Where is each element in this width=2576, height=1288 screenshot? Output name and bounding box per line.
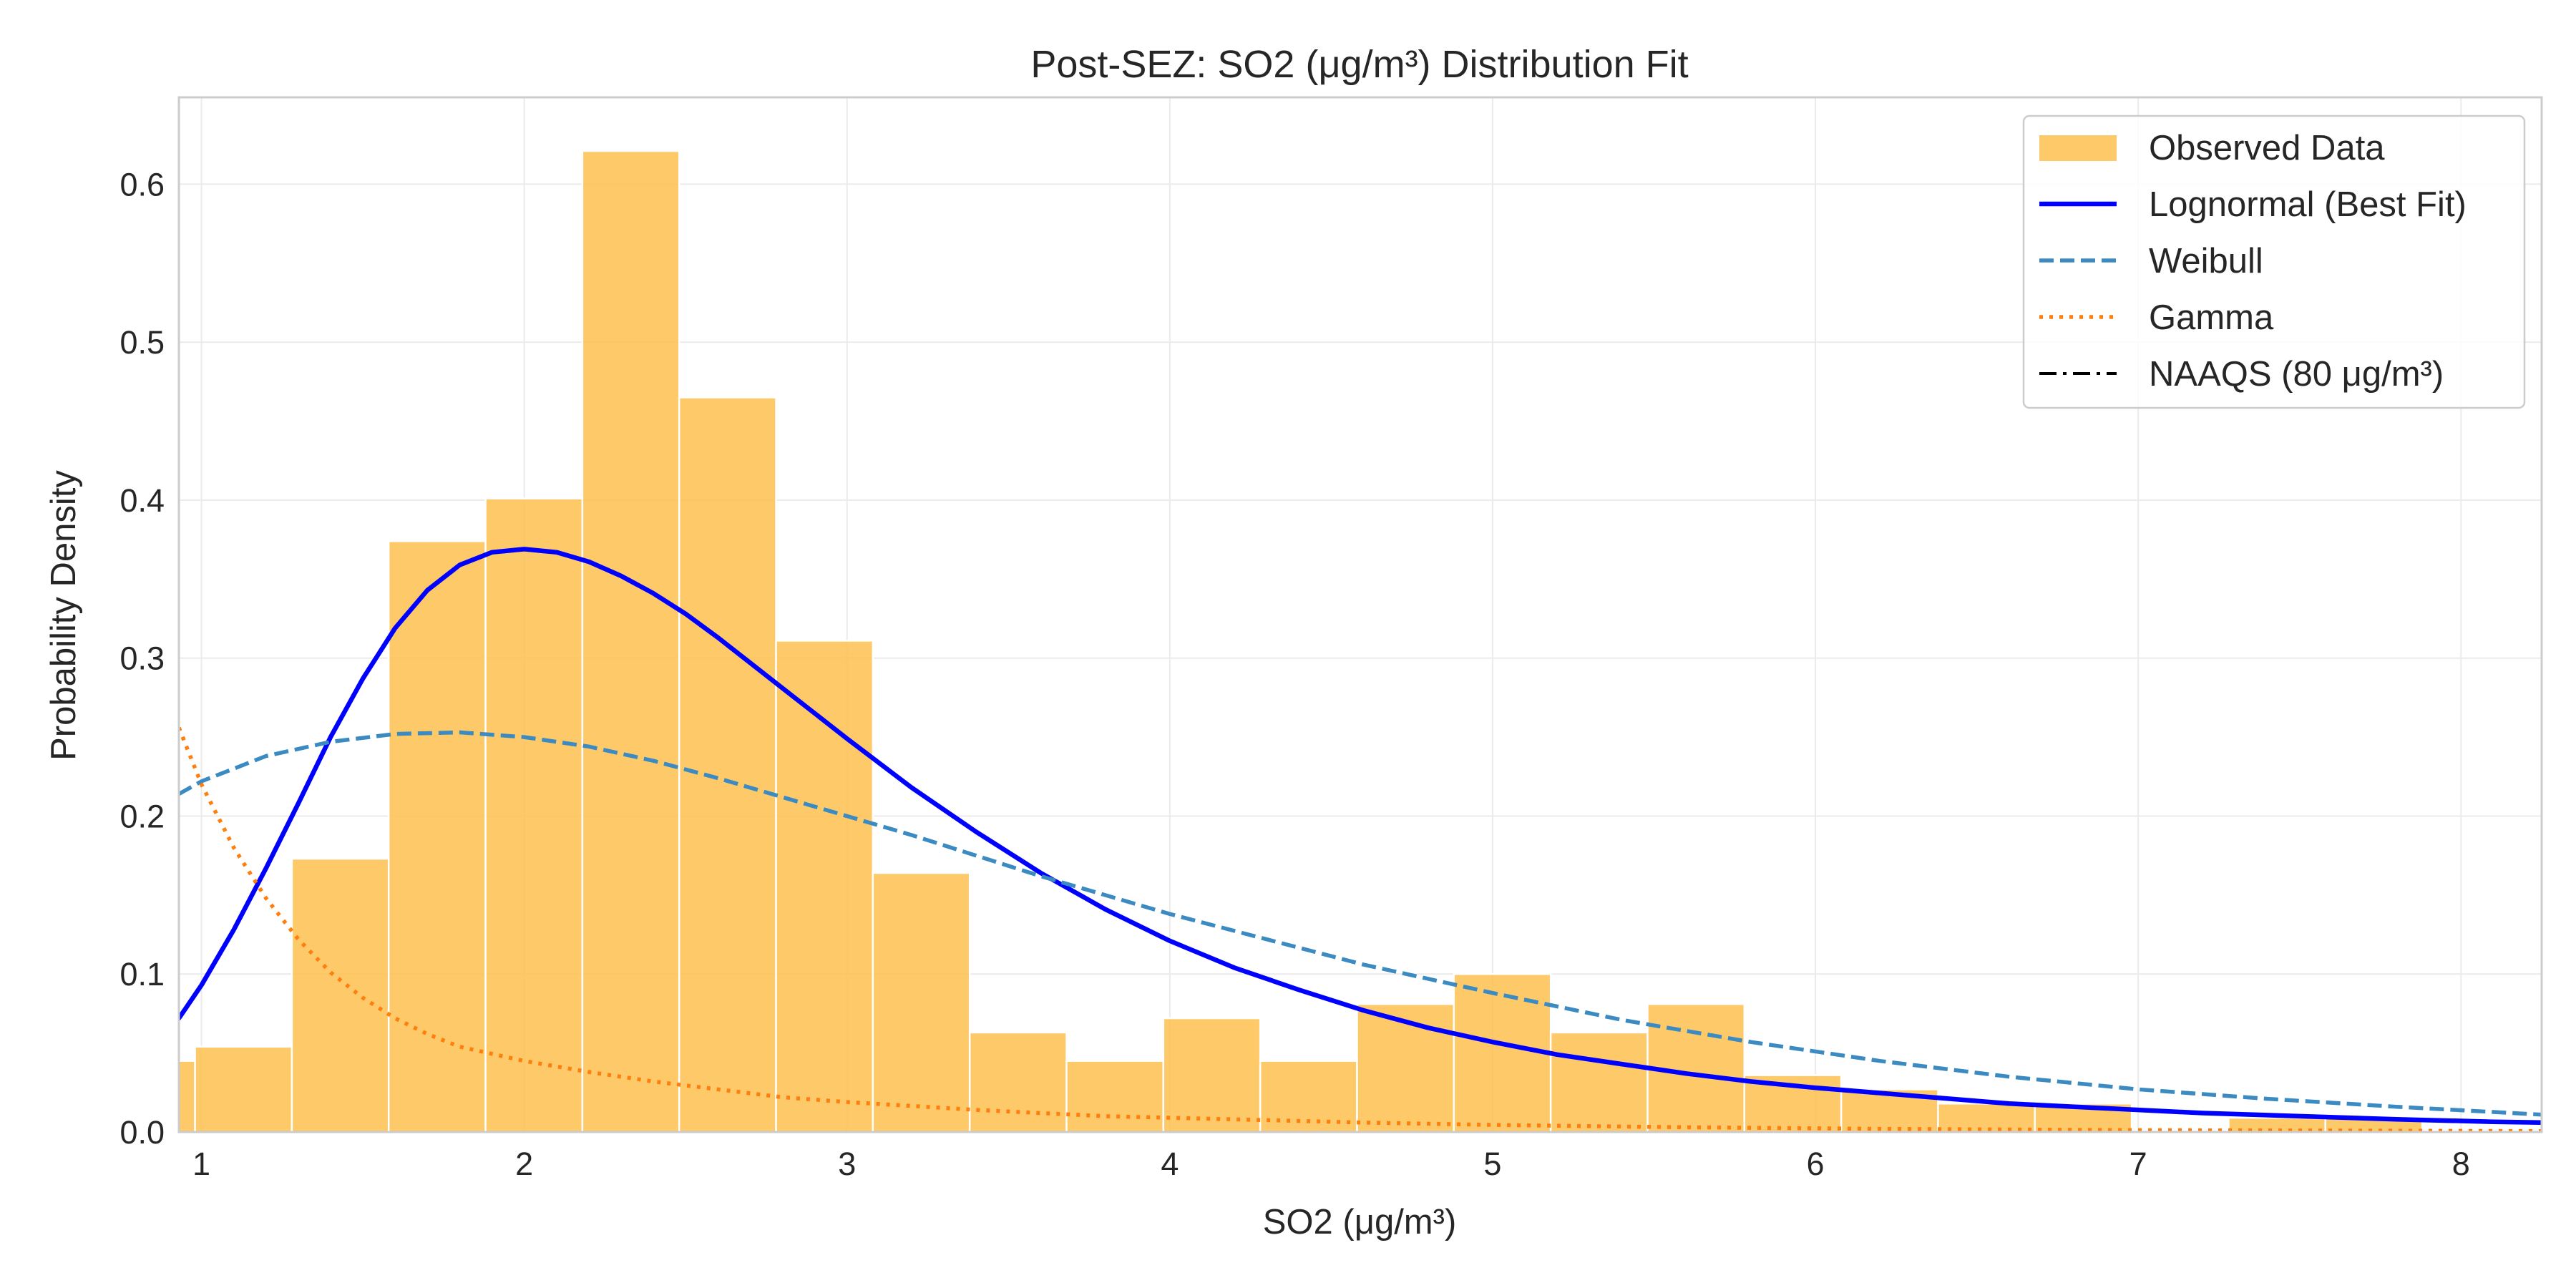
legend: Observed Data Lognormal (Best Fit) Weibull… [2022,114,2526,409]
histogram-bar [1453,972,1552,1132]
legend-label: NAAQS (80 μg/m³) [2149,355,2444,394]
legend-swatch-patch [2039,135,2117,161]
chart-title: Post-SEZ: SO2 (μg/m³) Distribution Fit [1030,43,1688,86]
tick-labels: 1 2 3 4 5 6 7 8 0.0 0.1 0.2 0.3 0.4 0.5 0.6 [119,166,2469,1182]
series-line-solid [179,547,2542,1126]
histogram-bar [484,497,584,1132]
histogram-bar [1549,1031,1649,1132]
legend-box [2022,114,2526,409]
legend-label: Observed Data [2149,129,2385,167]
x-tick-label: 1 [192,1146,210,1182]
histogram-bar [1065,1060,1165,1132]
y-tick-label: 0.5 [119,324,165,361]
histogram-bar [872,872,971,1132]
y-tick-label: 0.2 [119,798,165,834]
x-tick-label: 4 [1161,1146,1179,1182]
histogram-bar [291,857,390,1132]
y-tick-label: 0.1 [119,956,165,992]
series-line-dashed [179,730,2542,1117]
legend-item: NAAQS (80 μg/m³) [2039,355,2444,394]
histogram-bars [179,150,2424,1132]
y-tick-label: 0.0 [119,1114,165,1151]
legend-item: Lognormal (Best Fit) [2039,185,2467,224]
x-tick-label: 7 [2129,1146,2147,1182]
histogram-bar [678,396,777,1132]
histogram-bar [581,150,680,1132]
fit-curves [179,547,2542,1132]
legend-label: Weibull [2149,242,2263,280]
x-tick-label: 3 [838,1146,856,1182]
histogram-bar [194,1045,293,1132]
y-axis-label: Probability Density [44,470,83,761]
legend-label: Lognormal (Best Fit) [2149,185,2467,224]
series-line-dotted [179,726,2542,1132]
x-tick-label: 6 [1807,1146,1825,1182]
plot-frame [177,96,2543,1133]
legend-item: Observed Data [2039,129,2385,167]
legend-label: Gamma [2149,298,2274,337]
x-tick-label: 2 [515,1146,533,1182]
histogram-bar [1356,1002,1455,1132]
histogram-bar [775,640,874,1132]
x-axis-label: SO2 (μg/m³) [1263,1203,1457,1241]
y-tick-label: 0.4 [119,482,165,519]
histogram-bar [1162,1017,1262,1132]
y-tick-label: 0.6 [119,166,165,203]
x-tick-label: 8 [2452,1146,2470,1182]
x-tick-label: 5 [1483,1146,1501,1182]
legend-item: Gamma [2039,298,2274,337]
legend-item: Weibull [2039,242,2263,280]
axes-frame [177,96,2543,1133]
y-tick-label: 0.3 [119,640,165,677]
histogram-bar [387,540,487,1132]
histogram-bar [968,1031,1068,1132]
